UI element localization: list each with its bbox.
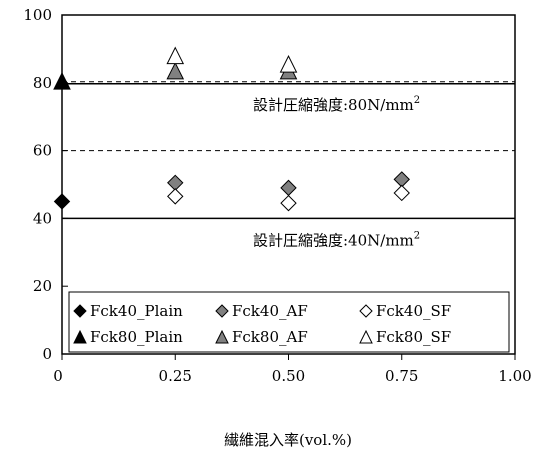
legend-marker-fck80-plain: [73, 329, 87, 344]
legend-marker-fck80-sf: [359, 329, 373, 344]
legend: Fck40_Plain Fck40_AF Fck40_SF Fck80_Plain Fc…: [68, 291, 510, 353]
x-tick-label-0.25: 0.25: [159, 367, 192, 385]
y-tick-label-80: 80: [33, 74, 52, 92]
data-point-fck40-sf-1: [280, 194, 297, 212]
annotation-design-strength-40: 設計圧縮強度:40N/mm2: [253, 230, 420, 249]
annotation-unit-superscript: 2: [414, 230, 420, 241]
legend-label-fck40-af: Fck40_AF: [232, 302, 308, 320]
legend-marker-fck40-af: [215, 304, 229, 318]
data-point-fck40-sf-2: [393, 184, 410, 202]
x-axis-title: 繊維混入率(vol.%): [224, 431, 352, 449]
data-point-fck80-sf-0: [166, 46, 185, 65]
legend-label-fck80-plain: Fck80_Plain: [90, 328, 183, 346]
x-tick-label-1: 1.00: [498, 367, 531, 385]
x-tick-label-0.75: 0.75: [385, 367, 418, 385]
annotation-unit-superscript: 2: [414, 95, 420, 106]
legend-label-fck80-sf: Fck80_SF: [376, 328, 451, 346]
legend-marker-fck80-af: [215, 329, 229, 344]
y-tick-label-100: 100: [23, 6, 52, 24]
data-point-fck40-sf-0: [167, 188, 184, 205]
annotations: 設計圧縮強度:40N/mm2 設計圧縮強度:80N/mm2: [253, 95, 420, 250]
legend-marker-fck40-plain: [73, 304, 87, 318]
legend-box: [68, 291, 510, 353]
y-tick-label-60: 60: [33, 142, 52, 160]
legend-label-fck80-af: Fck80_AF: [232, 328, 308, 346]
x-tick-label-0: 0: [53, 367, 63, 385]
data-point-fck80-sf-1: [279, 55, 298, 73]
x-tick-label-0.5: 0.50: [272, 367, 305, 385]
y-tick-label-0: 0: [42, 345, 52, 363]
legend-label-fck40-sf: Fck40_SF: [376, 302, 451, 320]
y-tick-label-20: 20: [33, 277, 52, 295]
annotation-design-strength-80: 設計圧縮強度:80N/mm2: [253, 95, 420, 114]
y-tick-label-40: 40: [33, 209, 52, 227]
axes: 0 20 40 60 80 100 0 0.25 0.50 0.75 1.00: [23, 6, 531, 385]
data-points: [53, 46, 410, 212]
data-point-fck80-af-0: [166, 61, 185, 80]
legend-marker-fck40-sf: [359, 304, 373, 318]
legend-label-fck40-plain: Fck40_Plain: [90, 302, 183, 320]
